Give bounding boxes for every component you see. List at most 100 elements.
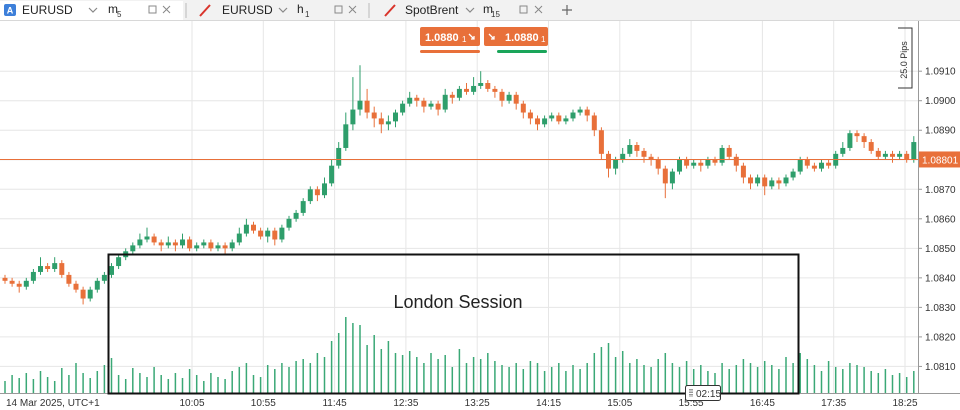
candle-timer: 02:15 [685,385,721,401]
candle-body [172,242,178,246]
volume-bar [501,365,503,393]
candle-body [648,156,654,160]
volume-bar [437,359,439,393]
candle-body [109,266,114,275]
candle-body [258,230,264,237]
volume-bar [565,371,567,393]
volume-bar [245,363,248,393]
volume-bar [579,369,581,393]
volume-bar [46,377,49,393]
volume-bar [146,377,148,393]
sell-button[interactable]: 1.0880 1 [420,27,480,53]
candle-body [677,159,682,172]
volume-bar [316,353,319,393]
volume-bar [139,373,141,393]
candle-body [591,115,597,131]
volume-bar [515,363,517,393]
volume-bar [39,371,42,393]
y-tick-label: 1.0890 [925,126,956,137]
volume-bar [373,335,375,393]
volume-bar [61,368,63,393]
volume-bar [856,365,858,393]
x-tick-label: 12:35 [393,398,418,409]
y-tick-label: 1.0840 [925,273,956,284]
x-tick-label: 15:55 [679,398,704,409]
volume-bar [302,359,304,393]
candle-body [286,218,292,228]
volume-bar [82,373,84,393]
tab[interactable]: SpotBrent m 15 [384,2,543,19]
volume-bar [536,363,539,393]
volume-bar [600,347,603,393]
volume-bar [522,369,525,393]
buy-button[interactable]: 1.0880 1 [484,27,548,53]
x-tick-label: 10:05 [179,398,204,409]
candle-body [23,280,29,287]
volume-bar [891,375,894,393]
candle-body [329,165,335,184]
candle-body [584,109,590,116]
candle-body [875,150,881,157]
volume-bar [643,365,645,393]
candle-body [840,147,846,154]
volume-bar [479,359,482,393]
candle-body [598,130,604,154]
candle-body [897,153,903,157]
candle-body [45,266,51,269]
candle-body [407,97,413,104]
candle-body [357,100,363,110]
candle-body [563,118,569,122]
volume-bar [330,341,333,393]
candle-body [868,142,874,151]
candle-body [613,159,619,169]
candle-body [762,177,768,187]
candle-body [435,103,441,110]
y-tick-label: 1.0860 [925,214,956,225]
candle-body [38,266,43,272]
candle-body [797,159,803,172]
candle-body [740,165,746,178]
button-price: 1.0880 [425,32,459,44]
candle-body [165,242,171,246]
volume-bar [203,381,205,393]
candle-body [606,153,611,169]
tab[interactable]: EURUSD h 1 [199,2,357,19]
tab[interactable]: A EURUSD m 5 [0,1,183,20]
volume-bar [827,361,830,393]
candle-body [911,142,917,160]
volume-bar [749,363,752,393]
volume-bar [366,345,368,393]
y-tick-label: 1.0850 [925,244,956,255]
candle-body [116,257,122,267]
candle-body [854,133,860,137]
candle-body [655,159,661,169]
candle-body [144,236,150,240]
tab-symbol: EURUSD [22,3,73,17]
volume-bar [529,361,532,393]
svg-text:A: A [7,6,14,16]
candle-body [634,145,640,151]
x-tick-label: 11:45 [322,398,347,409]
candle-body [158,242,164,246]
volume-bar [380,349,383,393]
candle-body [861,136,867,143]
volume-bar [181,378,184,393]
candle-body [2,277,8,281]
volume-bar [700,365,702,393]
volume-bar [117,375,120,393]
volume-bar [621,351,624,393]
timer-text: 02:15 [696,389,721,400]
candle-body [322,183,327,196]
candle-body [733,156,739,166]
candle-body [520,103,526,113]
volume-bar [607,343,610,393]
candle-body [826,162,832,166]
candle-body [94,280,100,290]
x-tick-label: 18:25 [892,398,917,409]
volume-bar [295,361,297,393]
volume-bar [18,378,20,393]
add-tab[interactable] [562,5,572,15]
button-pip: 1 [541,35,546,44]
candle-body [201,242,207,246]
